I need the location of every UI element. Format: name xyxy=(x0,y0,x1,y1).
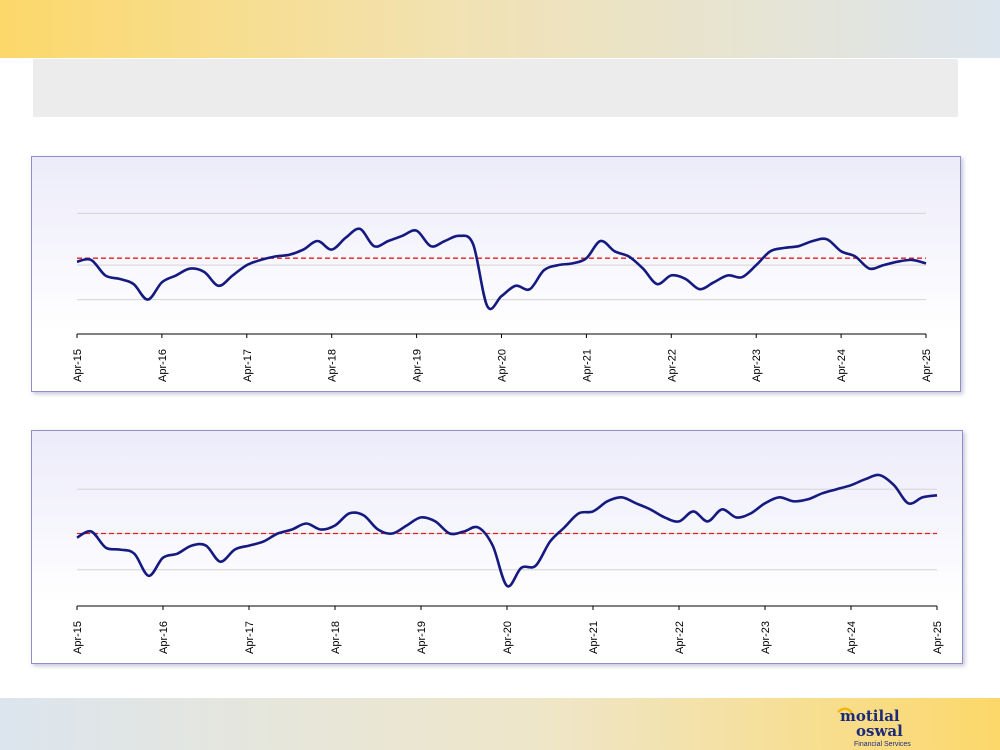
logo-tagline: Financial Services xyxy=(854,741,911,748)
x-tick-label: Apr-20 xyxy=(502,621,514,654)
line-chart-bottom: Apr-15 Apr-16 Apr-17 Apr-18 Apr-19 Apr-20 Apr-… xyxy=(72,473,944,654)
x-tick-label: Apr-22 xyxy=(674,621,686,654)
series-line xyxy=(76,227,927,311)
x-tick-label: Apr-25 xyxy=(921,349,933,382)
x-tick-label: Apr-18 xyxy=(330,621,342,654)
logo-line2: oswal xyxy=(856,722,903,740)
x-tick-label: Apr-25 xyxy=(932,621,944,654)
x-tick-label: Apr-16 xyxy=(157,349,169,382)
logo-line1: motilal xyxy=(840,707,900,725)
chart-panel-bottom: Apr-15 Apr-16 Apr-17 Apr-18 Apr-19 Apr-20 Apr-… xyxy=(31,430,963,664)
x-tick-label: Apr-24 xyxy=(836,349,848,382)
x-tick-label: Apr-16 xyxy=(158,621,170,654)
title-placeholder-box xyxy=(33,59,958,117)
x-tick-label: Apr-20 xyxy=(497,349,509,382)
x-tick-label: Apr-23 xyxy=(751,349,763,382)
x-tick-label: Apr-21 xyxy=(588,621,600,654)
x-tick-label: Apr-23 xyxy=(760,621,772,654)
x-tick-label: Apr-19 xyxy=(416,621,428,654)
header-band xyxy=(0,0,1000,58)
x-tick-label: Apr-15 xyxy=(72,621,84,654)
chart-panel-top: Apr-15 Apr-16 Apr-17 Apr-18 Apr-19 Apr-20 Apr-… xyxy=(31,156,961,392)
x-tick-label: Apr-17 xyxy=(242,349,254,382)
x-tick-label: Apr-17 xyxy=(244,621,256,654)
x-tick-label: Apr-24 xyxy=(846,621,858,654)
x-tick-label: Apr-18 xyxy=(327,349,339,382)
x-tick-label: Apr-19 xyxy=(412,349,424,382)
footer-band xyxy=(0,698,1000,750)
x-tick-label: Apr-15 xyxy=(72,349,84,382)
x-tick-label: Apr-22 xyxy=(666,349,678,382)
line-chart-top: Apr-15 Apr-16 Apr-17 Apr-18 Apr-19 Apr-20 Apr-… xyxy=(72,212,933,382)
motilal-oswal-logo: motilal oswal Financial Services xyxy=(837,707,911,748)
series-line xyxy=(76,473,938,588)
x-tick-label: Apr-21 xyxy=(581,349,593,382)
